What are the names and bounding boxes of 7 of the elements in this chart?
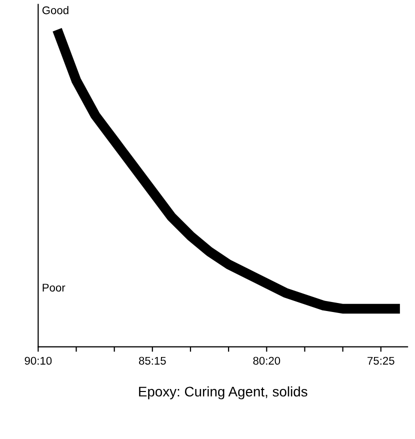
x-tick-label: 75:25 [368, 356, 394, 365]
x-axis-title: Epoxy: Curing Agent, solids [139, 386, 308, 400]
x-tick-label: 90:10 [24, 356, 52, 365]
x-tick-label: 85:15 [138, 356, 166, 365]
text: Good [42, 6, 68, 14]
x-tick-label: 80:20 [253, 356, 280, 365]
annotation: Poor [42, 284, 66, 292]
